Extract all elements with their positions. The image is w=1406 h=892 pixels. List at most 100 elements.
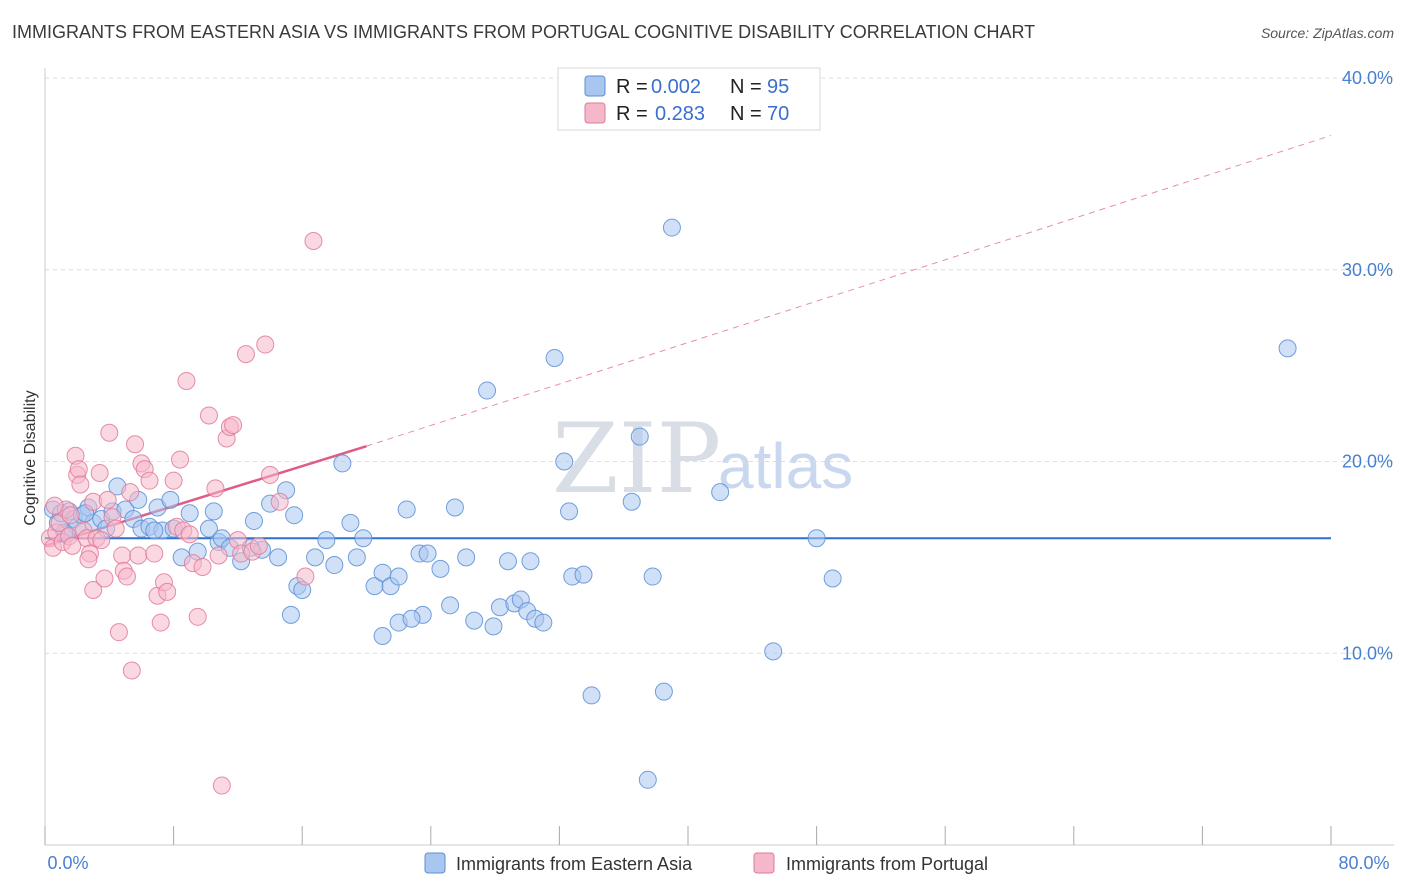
point-eastern-asia bbox=[145, 521, 164, 540]
y-axis-label: Cognitive Disability bbox=[22, 390, 39, 525]
point-eastern-asia bbox=[431, 559, 450, 578]
point-eastern-asia bbox=[484, 617, 503, 636]
legend-r-label-a: R = bbox=[616, 76, 648, 98]
point-portugal bbox=[304, 231, 323, 250]
correlation-legend: R = 0.002 N = 95 R = 0.283 N = 70 bbox=[557, 67, 821, 131]
point-portugal bbox=[296, 567, 315, 586]
point-eastern-asia bbox=[389, 567, 408, 586]
point-portugal bbox=[171, 450, 190, 469]
point-portugal bbox=[188, 607, 207, 626]
point-portugal bbox=[98, 490, 117, 509]
point-eastern-asia bbox=[325, 556, 344, 575]
point-eastern-asia bbox=[555, 452, 574, 471]
point-portugal bbox=[145, 544, 164, 563]
legend-r-label-b: R = bbox=[616, 103, 648, 125]
point-eastern-asia bbox=[402, 609, 421, 628]
legend-n-value-a: 95 bbox=[767, 76, 789, 98]
point-eastern-asia bbox=[199, 519, 218, 538]
point-portugal bbox=[158, 582, 177, 601]
point-portugal bbox=[212, 776, 231, 795]
legend-bottom-swatch-pink bbox=[753, 852, 775, 874]
point-eastern-asia bbox=[764, 642, 783, 661]
point-portugal bbox=[122, 661, 141, 680]
point-eastern-asia bbox=[281, 605, 300, 624]
point-eastern-asia bbox=[457, 548, 476, 567]
legend-series-b: Immigrants from Portugal bbox=[786, 854, 988, 874]
point-portugal bbox=[100, 423, 119, 442]
tick-labels: 10.0% 20.0% 30.0% 40.0% 0.0% 80.0% bbox=[47, 68, 1393, 873]
point-eastern-asia bbox=[317, 531, 336, 550]
legend-series-a: Immigrants from Eastern Asia bbox=[456, 854, 693, 874]
point-eastern-asia bbox=[622, 492, 641, 511]
axes bbox=[44, 68, 1394, 846]
point-portugal bbox=[224, 416, 243, 435]
point-portugal bbox=[69, 460, 88, 479]
point-eastern-asia bbox=[341, 513, 360, 532]
point-eastern-asia bbox=[654, 682, 673, 701]
point-eastern-asia bbox=[807, 529, 826, 548]
data-points bbox=[40, 218, 1297, 795]
legend-swatch-blue bbox=[584, 75, 606, 97]
point-eastern-asia bbox=[711, 483, 730, 502]
legend-r-value-a: 0.002 bbox=[651, 76, 701, 98]
point-portugal bbox=[106, 519, 125, 538]
point-portugal bbox=[193, 557, 212, 576]
point-portugal bbox=[71, 475, 90, 494]
point-eastern-asia bbox=[354, 529, 373, 548]
point-eastern-asia bbox=[662, 218, 681, 237]
point-portugal bbox=[256, 335, 275, 354]
point-portugal bbox=[249, 536, 268, 555]
watermark-atlas: atlas bbox=[718, 430, 853, 502]
point-eastern-asia bbox=[445, 498, 464, 517]
point-portugal bbox=[209, 546, 228, 565]
point-eastern-asia bbox=[574, 565, 593, 584]
point-eastern-asia bbox=[333, 454, 352, 473]
point-portugal bbox=[151, 613, 170, 632]
point-portugal bbox=[180, 525, 199, 544]
point-eastern-asia bbox=[285, 506, 304, 525]
point-portugal bbox=[199, 406, 218, 425]
point-eastern-asia bbox=[638, 770, 657, 789]
legend-r-value-b: 0.283 bbox=[655, 103, 705, 125]
point-eastern-asia bbox=[1278, 339, 1297, 358]
point-portugal bbox=[164, 471, 183, 490]
point-eastern-asia bbox=[643, 567, 662, 586]
point-portugal bbox=[206, 479, 225, 498]
point-portugal bbox=[45, 496, 64, 515]
legend-swatch-pink bbox=[584, 102, 606, 124]
point-portugal bbox=[92, 531, 111, 550]
point-eastern-asia bbox=[347, 548, 366, 567]
point-eastern-asia bbox=[498, 552, 517, 571]
point-portugal bbox=[177, 371, 196, 390]
point-portugal bbox=[63, 536, 82, 555]
x-tick-label: 0.0% bbox=[47, 853, 88, 873]
source-label: Source: ZipAtlas.com bbox=[1260, 25, 1394, 41]
point-portugal bbox=[117, 567, 136, 586]
point-eastern-asia bbox=[521, 552, 540, 571]
point-portugal bbox=[140, 471, 159, 490]
point-eastern-asia bbox=[204, 502, 223, 521]
y-tick-label: 40.0% bbox=[1342, 68, 1393, 88]
point-eastern-asia bbox=[582, 686, 601, 705]
point-portugal bbox=[129, 546, 148, 565]
y-tick-label: 10.0% bbox=[1342, 643, 1393, 663]
chart-title: IMMIGRANTS FROM EASTERN ASIA VS IMMIGRAN… bbox=[12, 22, 1036, 42]
point-eastern-asia bbox=[478, 381, 497, 400]
legend-n-value-b: 70 bbox=[767, 103, 789, 125]
legend-n-label-a: N = bbox=[730, 76, 762, 98]
point-eastern-asia bbox=[465, 611, 484, 630]
x-tick-label: 80.0% bbox=[1338, 853, 1389, 873]
point-portugal bbox=[109, 623, 128, 642]
point-eastern-asia bbox=[161, 490, 180, 509]
point-eastern-asia bbox=[560, 502, 579, 521]
point-portugal bbox=[95, 569, 114, 588]
series-legend: Immigrants from Eastern Asia Immigrants … bbox=[424, 852, 988, 874]
point-eastern-asia bbox=[269, 548, 288, 567]
point-eastern-asia bbox=[545, 348, 564, 367]
point-portugal bbox=[113, 546, 132, 565]
y-tick-label: 30.0% bbox=[1342, 260, 1393, 280]
y-tick-label: 20.0% bbox=[1342, 452, 1393, 472]
legend-bottom-swatch-blue bbox=[424, 852, 446, 874]
point-eastern-asia bbox=[418, 544, 437, 563]
